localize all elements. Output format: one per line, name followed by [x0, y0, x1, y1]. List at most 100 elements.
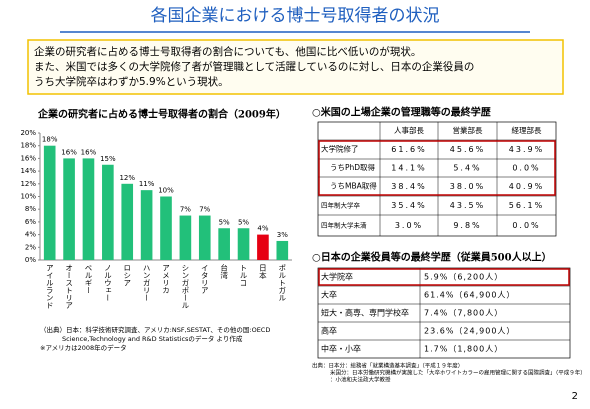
x-tick-label: 台湾: [219, 263, 228, 281]
y-tick-label: 2%: [25, 243, 36, 251]
summary-line: 企業の研究者に占める博士号取得者の割合についても、他国に比べ低いのが現状。: [34, 45, 421, 58]
bar: [82, 158, 95, 260]
bar: [276, 240, 289, 260]
cell: 9.8%: [453, 221, 481, 230]
x-tick-label: ノルウェー: [103, 264, 112, 302]
cell: 56.1%: [509, 201, 544, 210]
data-label: 16%: [81, 148, 97, 156]
x-tick-label: シンガポール: [181, 264, 190, 309]
data-label: 4%: [257, 225, 268, 233]
row-label: 高卒: [321, 326, 337, 336]
data-label: 10%: [158, 187, 174, 195]
chart-note: （出典）日本：科学技術研究調査、アメリカ:NSF,SESTAT、その他の国:OE…: [40, 325, 270, 334]
summary-box: [27, 39, 564, 95]
bar: [121, 183, 134, 260]
data-label: 7%: [199, 206, 210, 214]
cell: 23.6%（24,900人）: [424, 327, 515, 336]
column-header: 人事部長: [394, 125, 424, 135]
cell: 35.4%: [391, 201, 426, 210]
highlight-box: [318, 268, 570, 286]
row-label: 四年制大学卒: [321, 201, 361, 210]
x-tick-label: ベルギー: [84, 264, 93, 294]
y-tick-label: 8%: [25, 205, 36, 213]
data-label: 7%: [180, 206, 191, 214]
table-frame: [317, 267, 571, 359]
x-tick-label: アメリカ: [162, 264, 171, 295]
bar: [237, 228, 250, 260]
row-label: 大卒: [321, 290, 337, 300]
cell: 45.6%: [450, 145, 485, 154]
x-tick-label: イタリア: [200, 264, 209, 294]
row-label: 四年制大学未満: [321, 221, 367, 230]
source-note: ：小池和夫法政大学教授: [330, 376, 391, 384]
y-tick-label: 6%: [25, 218, 36, 226]
bar: [179, 215, 192, 260]
bar: [198, 215, 211, 260]
data-label: 5%: [219, 218, 230, 226]
cell: 0.0%: [512, 164, 540, 173]
cell: 1.7%（1,800人）: [424, 345, 503, 354]
bar: [102, 164, 114, 260]
cell: 3.0%: [395, 221, 423, 230]
x-tick-label: オーストリア: [65, 264, 74, 310]
data-label: 18%: [42, 136, 58, 144]
bar: [218, 228, 230, 260]
cell: 43.5%: [450, 201, 485, 210]
data-label: 11%: [139, 180, 155, 188]
chart-note: ※アメリカは2008年のデータ: [40, 343, 127, 352]
row-label: 大学院修了: [321, 144, 359, 154]
cell: 7.4%（7,800人）: [424, 309, 503, 318]
y-tick-label: 20%: [20, 129, 36, 137]
row-label: うちPhD取得: [330, 162, 376, 172]
chart-note: Science,Technology and R&D Statisticsのデー…: [62, 334, 243, 343]
bar: [140, 190, 153, 260]
data-label: 12%: [119, 174, 135, 182]
column-header: 営業部長: [453, 125, 483, 135]
x-tick-label: アイルランド: [45, 264, 54, 309]
cell: 38.0%: [450, 182, 485, 191]
source-note: 米国分：日本労働研究機構が実施した「大卒ホワイトカラーの雇用管理に関する国際調査…: [330, 369, 586, 377]
source-note: 出典：日本分：総務省「就業構造基本調査」（平成１９年度）: [312, 362, 463, 370]
cell: 40.9%: [509, 182, 544, 191]
row-label: 大学院卒: [321, 272, 353, 282]
column-header: 経理部長: [512, 125, 542, 135]
x-tick-label: ハンガリー: [142, 264, 151, 302]
table-title: ○日本の企業役員等の最終学歴（従業員500人以上）: [312, 251, 552, 264]
bar: [160, 196, 172, 260]
row-label: 短大・高専、専門学校卒: [321, 308, 409, 318]
y-tick-label: 14%: [20, 167, 36, 175]
data-label: 3%: [277, 231, 288, 239]
y-tick-label: 18%: [20, 142, 36, 150]
x-tick-label: 日本: [258, 264, 267, 281]
data-label: 16%: [61, 148, 77, 156]
cell: 61.4%（64,900人）: [424, 291, 515, 300]
y-tick-label: 10%: [20, 193, 36, 201]
cell: 43.9%: [509, 145, 544, 154]
x-tick-label: ロシア: [123, 264, 132, 287]
data-label: 15%: [100, 155, 116, 163]
cell: 14.1%: [391, 164, 426, 173]
x-tick-label: ポルトガル: [278, 264, 287, 302]
cell: 38.4%: [391, 182, 426, 191]
x-tick-label: トルコ: [239, 264, 248, 287]
chart-title: 企業の研究者に占める博士号取得者の割合（2009年）: [37, 108, 286, 121]
cell: 0.0%: [512, 221, 540, 230]
y-tick-label: 16%: [20, 154, 36, 162]
page-number: 2: [572, 391, 578, 402]
bar: [43, 145, 56, 260]
slide-title: 各国企業における博士号取得者の状況: [151, 6, 440, 26]
cell: 5.4%: [453, 164, 481, 173]
highlight-box: [318, 140, 556, 196]
y-tick-label: 4%: [25, 231, 36, 239]
summary-line: うち大学院卒はわずか5.9%という現状。: [34, 75, 229, 88]
table-frame: [317, 121, 557, 237]
row-label: うちMBA取得: [330, 181, 377, 191]
y-tick-label: 12%: [20, 180, 36, 188]
y-tick-label: 0%: [25, 256, 36, 264]
data-label: 5%: [238, 218, 249, 226]
bar: [63, 158, 75, 260]
bar: [257, 234, 269, 260]
table-title: ○米国の上場企業の管理職等の最終学歴: [312, 106, 491, 119]
